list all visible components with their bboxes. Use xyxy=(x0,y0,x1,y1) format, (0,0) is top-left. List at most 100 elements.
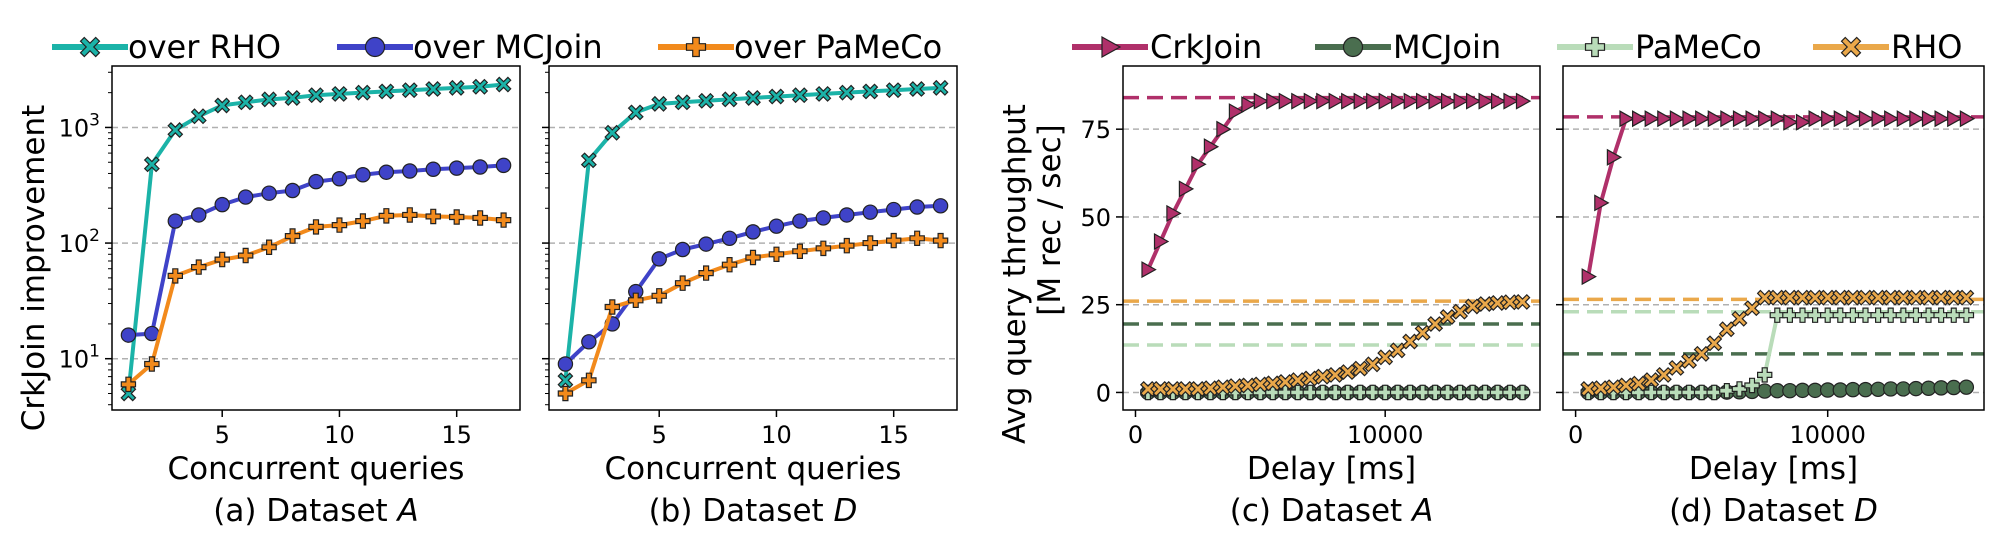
plot-frame xyxy=(1122,65,1541,411)
legend-item-pameco: PaMeCo xyxy=(1557,28,1762,66)
series-crkjoin xyxy=(1581,110,1976,286)
data-point-pameco xyxy=(1314,384,1331,401)
data-point-over-mcjoin xyxy=(885,201,902,218)
legend-label-over-mcjoin: over MCJoin xyxy=(413,28,603,66)
data-point-crkjoin xyxy=(1732,110,1749,128)
data-point-over-pameco xyxy=(214,251,230,268)
data-point-crkjoin xyxy=(1745,110,1761,128)
data-point-crkjoin xyxy=(1515,92,1532,110)
data-point-rho xyxy=(1618,377,1634,394)
data-point-over-rho xyxy=(448,79,465,96)
data-point-pameco xyxy=(1807,307,1823,323)
data-point-pameco xyxy=(1731,381,1748,397)
series-over-rho xyxy=(557,79,949,389)
data-point-pameco xyxy=(1327,384,1344,401)
data-point-pameco xyxy=(1719,383,1735,399)
data-point-pameco xyxy=(1882,307,1899,323)
legend-label-mcjoin: MCJoin xyxy=(1393,28,1501,66)
series-over-mcjoin xyxy=(120,157,512,343)
y-ticks xyxy=(1556,128,1563,394)
data-point-crkjoin xyxy=(1770,110,1787,128)
data-point-pameco xyxy=(1706,384,1723,401)
data-point-over-mcjoin xyxy=(495,157,512,174)
data-point-over-pameco xyxy=(472,210,488,226)
data-point-crkjoin xyxy=(1391,92,1407,110)
data-point-crkjoin xyxy=(1203,138,1220,156)
data-point-over-rho xyxy=(331,85,348,102)
data-point-rho xyxy=(1364,356,1381,373)
data-point-pameco xyxy=(1857,307,1874,323)
data-point-pameco xyxy=(1845,307,1861,323)
data-point-over-mcjoin xyxy=(768,218,785,234)
data-point-over-rho xyxy=(401,82,418,99)
data-point-rho xyxy=(1402,333,1419,350)
data-point-over-rho xyxy=(862,83,879,100)
data-point-rho xyxy=(1464,298,1481,315)
data-point-pameco xyxy=(1377,384,1393,401)
data-point-over-rho xyxy=(791,87,808,104)
panel-caption: (b) Dataset D xyxy=(649,493,858,529)
data-point-over-pameco xyxy=(604,299,621,315)
data-point-over-rho xyxy=(143,156,160,173)
data-point-crkjoin xyxy=(1884,110,1900,128)
data-point-over-rho xyxy=(425,81,442,97)
data-point-rho xyxy=(1681,352,1698,369)
legend-item-mcjoin: MCJoin xyxy=(1315,28,1501,66)
data-point-over-rho xyxy=(214,97,231,114)
data-point-rho xyxy=(1189,380,1206,397)
data-point-crkjoin xyxy=(1682,110,1698,128)
data-point-pameco xyxy=(1389,384,1406,401)
y-tick-label: 75 xyxy=(1080,116,1111,144)
legend-item-rho: RHO xyxy=(1813,28,1962,66)
data-point-rho xyxy=(1807,289,1824,306)
data-point-pameco xyxy=(1794,307,1811,323)
data-point-rho xyxy=(1239,377,1256,394)
data-point-over-rho xyxy=(674,94,691,111)
data-point-over-mcjoin xyxy=(167,213,184,229)
data-point-over-pameco xyxy=(909,230,925,246)
data-point-crkjoin xyxy=(1216,120,1232,138)
data-point-rho xyxy=(1214,379,1231,396)
legend-label-rho: RHO xyxy=(1891,28,1962,66)
data-point-pameco xyxy=(1352,384,1368,401)
data-point-crkjoin xyxy=(1758,110,1774,128)
x-ticks: 5 10 15 xyxy=(215,410,472,449)
data-point-crkjoin xyxy=(1707,110,1724,128)
data-point-rho xyxy=(1794,289,1811,306)
data-point-crkjoin xyxy=(1166,204,1182,222)
data-point-rho xyxy=(1427,316,1444,332)
data-point-rho xyxy=(1439,309,1456,325)
data-point-rho xyxy=(1819,289,1836,306)
series-rho xyxy=(1139,293,1531,397)
data-point-over-mcjoin xyxy=(120,327,137,343)
data-point-crkjoin xyxy=(1440,92,1457,110)
data-point-rho xyxy=(1718,321,1735,338)
data-point-rho xyxy=(1477,296,1494,312)
data-point-crkjoin xyxy=(1619,110,1635,128)
data-point-crkjoin xyxy=(1478,92,1494,110)
data-point-crkjoin xyxy=(1695,110,1711,128)
data-point-crkjoin xyxy=(1153,232,1170,251)
data-point-crkjoin xyxy=(1783,113,1799,131)
data-point-pameco xyxy=(1769,307,1786,323)
data-point-over-mcjoin xyxy=(932,198,949,214)
data-point-rho xyxy=(1164,380,1181,397)
data-point-rho xyxy=(1756,289,1773,306)
legend-marker-crkjoin xyxy=(1101,35,1122,59)
data-point-crkjoin xyxy=(1253,92,1270,110)
legend-left: over RHO over MCJoin over PaMeCo xyxy=(52,28,942,66)
data-point-rho xyxy=(1514,293,1531,310)
data-point-over-rho xyxy=(745,89,761,106)
data-point-over-mcjoin xyxy=(745,224,761,240)
data-point-rho xyxy=(1945,289,1962,306)
data-point-over-rho xyxy=(378,83,395,100)
x-axis-label: Concurrent queries xyxy=(168,451,465,487)
data-point-over-mcjoin xyxy=(331,171,348,187)
data-point-rho xyxy=(1643,372,1660,389)
data-point-over-pameco xyxy=(721,257,738,273)
data-point-crkjoin xyxy=(1428,92,1444,110)
x-axis-label: Delay [ms] xyxy=(1247,451,1416,487)
data-point-rho xyxy=(1502,294,1519,311)
series-line-crkjoin xyxy=(1146,99,1523,271)
